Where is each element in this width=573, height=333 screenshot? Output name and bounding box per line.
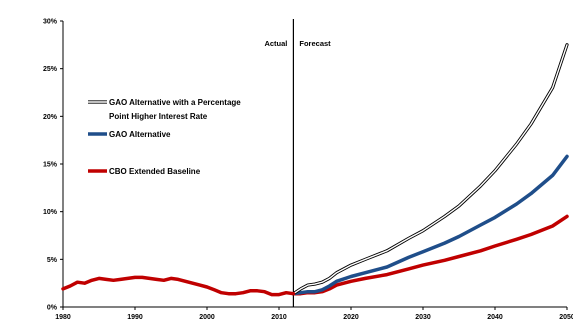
legend-label-line2: Point Higher Interest Rate	[109, 112, 208, 121]
x-tick-label: 2020	[343, 314, 359, 321]
y-tick-label: 5%	[47, 257, 58, 264]
y-tick-label: 30%	[43, 19, 58, 26]
x-tick-label: 2050	[559, 314, 573, 321]
x-tick-label: 1980	[55, 314, 71, 321]
x-tick-label: 2010	[271, 314, 287, 321]
y-tick-label: 25%	[43, 66, 58, 73]
x-tick-label: 2030	[415, 314, 431, 321]
y-tick-label: 0%	[47, 305, 58, 312]
series-line-gao-alternative	[291, 154, 569, 296]
y-tick-label: 10%	[43, 209, 58, 216]
forecast-label: Forecast	[299, 39, 331, 48]
legend-label-gao-alternative: GAO Alternative	[109, 130, 171, 139]
x-tick-label: 2000	[199, 314, 215, 321]
actual-label: Actual	[264, 39, 287, 48]
legend-label-line1: GAO Alternative with a Percentage	[109, 98, 241, 107]
x-tick-label: 2040	[487, 314, 503, 321]
historical-line	[61, 275, 296, 297]
series-line-gao-higher-rate-outline	[291, 43, 569, 296]
legend-label-cbo-extended-baseline: CBO Extended Baseline	[109, 167, 201, 176]
x-tick-label: 1990	[127, 314, 143, 321]
y-tick-label: 15%	[43, 162, 58, 169]
series-line-gao-higher-rate-fill	[292, 44, 568, 295]
y-tick-label: 20%	[43, 114, 58, 121]
